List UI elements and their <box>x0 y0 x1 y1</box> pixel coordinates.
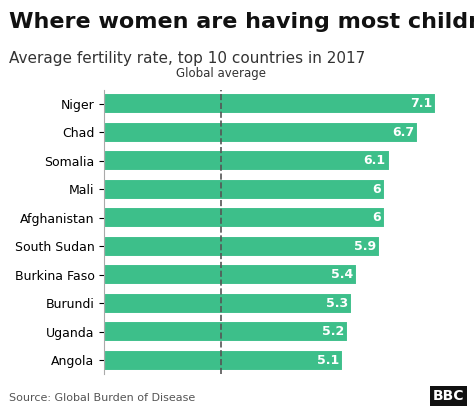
Bar <box>104 350 343 371</box>
Bar <box>104 122 418 143</box>
Bar <box>104 321 347 342</box>
Text: 5.4: 5.4 <box>331 268 353 281</box>
Text: 6: 6 <box>373 183 381 196</box>
Bar <box>104 207 385 228</box>
Bar <box>104 93 437 114</box>
Text: 5.3: 5.3 <box>326 297 348 310</box>
Text: 6.1: 6.1 <box>364 154 386 167</box>
Bar <box>104 179 385 200</box>
Bar <box>104 150 390 171</box>
Text: 5.1: 5.1 <box>317 354 339 367</box>
Bar <box>104 293 352 314</box>
Text: Average fertility rate, top 10 countries in 2017: Average fertility rate, top 10 countries… <box>9 51 366 66</box>
Text: Where women are having most children: Where women are having most children <box>9 12 474 32</box>
Text: 6: 6 <box>373 211 381 224</box>
Text: 7.1: 7.1 <box>410 97 433 110</box>
Bar <box>104 264 357 285</box>
Bar <box>104 236 380 257</box>
Text: 5.9: 5.9 <box>355 240 376 253</box>
Text: Source: Global Burden of Disease: Source: Global Burden of Disease <box>9 393 196 403</box>
Text: 5.2: 5.2 <box>321 325 344 338</box>
Text: BBC: BBC <box>433 389 465 403</box>
Text: Global average: Global average <box>176 67 266 79</box>
Text: 6.7: 6.7 <box>392 126 414 139</box>
